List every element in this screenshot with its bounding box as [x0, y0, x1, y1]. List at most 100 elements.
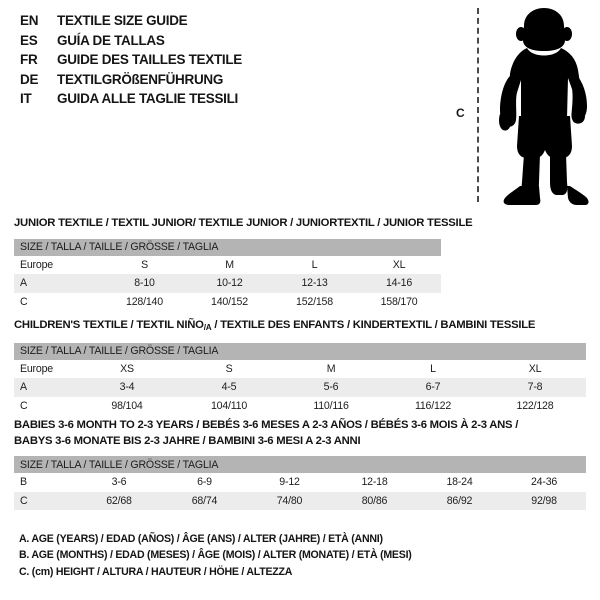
table-cell: M: [225, 258, 234, 271]
table-cell: 6-7: [425, 381, 441, 394]
table-cell: 80/86: [361, 494, 388, 507]
table-row: Europe XS S M L XL: [14, 359, 586, 378]
section-junior-title: JUNIOR TEXTILE / TEXTIL JUNIOR/ TEXTILE …: [14, 217, 473, 229]
table-row-header: SIZE / TALLA / TAILLE / GRÖSSE / TAGLIA: [14, 342, 586, 360]
table-junior-wrapper: SIZE / TALLA / TAILLE / GRÖSSE / TAGLIA …: [14, 238, 442, 311]
section-children-title-sub: /A: [203, 323, 212, 332]
language-code-it: IT: [20, 91, 32, 106]
table-cell: 86/92: [446, 494, 473, 507]
table-cell: 104/110: [210, 399, 248, 412]
table-row: C 62/68 68/74 74/80 80/86 86/92 92/98: [14, 491, 587, 510]
table-cell: XL: [528, 362, 542, 375]
language-title-en: TEXTILE SIZE GUIDE: [57, 13, 188, 28]
table-cell: 152/158: [296, 295, 333, 308]
table-row: A 3-4 4-5 5-6 6-7 7-8: [14, 378, 586, 397]
table-row: C 128/140 140/152 152/158 158/170: [14, 292, 442, 311]
table-junior: SIZE / TALLA / TAILLE / GRÖSSE / TAGLIA …: [14, 238, 442, 311]
table-cell: 140/152: [211, 295, 248, 308]
table-cell: 24-36: [530, 476, 558, 489]
legend-line-a: A. AGE (YEARS) / EDAD (AÑOS) / ÂGE (ANS)…: [19, 533, 383, 545]
table-babies: SIZE / TALLA / TAILLE / GRÖSSE / TAGLIA …: [14, 456, 587, 510]
table-cell: S: [225, 362, 233, 375]
section-babies-title-line2: BABYS 3-6 MONATE BIS 2-3 JAHRE / BAMBINI…: [14, 434, 361, 447]
section-children-title-post: / TEXTILE DES ENFANTS / KINDERTEXTIL / B…: [211, 319, 536, 331]
table-cell: 5-6: [323, 381, 339, 394]
table-cell: S: [141, 258, 148, 271]
language-title-es: GUÍA DE TALLAS: [57, 32, 165, 48]
table-cell: 12-18: [361, 476, 388, 489]
table-cell: 74/80: [276, 494, 303, 507]
language-row-de: DE TEXTILGRÖßENFÜHRUNG: [20, 72, 440, 92]
toddler-silhouette-icon: [499, 8, 589, 205]
table-cell: 18-24: [446, 476, 473, 489]
legend-block: A. AGE (YEARS) / EDAD (AÑOS) / ÂGE (ANS)…: [19, 531, 579, 580]
table-cell: 116/122: [414, 399, 452, 412]
section-junior-textile: JUNIOR TEXTILE / TEXTIL JUNIOR/ TEXTILE …: [14, 216, 586, 311]
language-row-en: EN TEXTILE SIZE GUIDE: [20, 13, 440, 33]
row-label: Europe: [20, 362, 53, 375]
table-cell: L: [430, 362, 436, 375]
table-cell: 3-4: [119, 381, 135, 394]
table-cell: 92/98: [531, 494, 557, 507]
table-cell: XL: [392, 258, 406, 271]
language-code-en: EN: [20, 13, 39, 28]
table-row: B 3-6 6-9 9-12 12-18 18-24 24-36: [14, 473, 587, 492]
table-cell: 4-5: [221, 381, 237, 394]
table-children: SIZE / TALLA / TAILLE / GRÖSSE / TAGLIA …: [14, 342, 586, 415]
table-cell: 122/128: [516, 399, 554, 412]
table-cell: 9-12: [279, 476, 300, 489]
legend-line-b: B. AGE (MONTHS) / EDAD (MESES) / ÂGE (MO…: [19, 549, 412, 562]
section-children-title: CHILDREN'S TEXTILE / TEXTIL NIÑO/A / TEX…: [14, 318, 586, 336]
table-cell: 110/116: [313, 399, 349, 412]
section-babies-title-line1: BABIES 3-6 MONTH TO 2-3 YEARS / BEBÉS 3-…: [14, 419, 519, 431]
table-cell: 12-13: [301, 277, 328, 290]
table-row: Europe S M L XL: [14, 255, 442, 274]
table-cell: 98/104: [111, 399, 143, 412]
table-cell: 3-6: [111, 476, 127, 489]
height-measure-dashed-line: [477, 8, 479, 202]
row-label: B: [20, 476, 27, 489]
table-row-header: SIZE / TALLA / TAILLE / GRÖSSE / TAGLIA: [14, 238, 442, 256]
size-header-cell: SIZE / TALLA / TAILLE / GRÖSSE / TAGLIA: [14, 238, 442, 256]
table-cell: 62/68: [106, 494, 132, 507]
language-title-block: EN TEXTILE SIZE GUIDE ES GUÍA DE TALLAS …: [20, 13, 440, 111]
height-marker-label-c: C: [456, 106, 465, 120]
language-code-es: ES: [20, 32, 38, 48]
size-header-cell: SIZE / TALLA / TAILLE / GRÖSSE / TAGLIA: [14, 456, 587, 473]
section-children-textile: CHILDREN'S TEXTILE / TEXTIL NIÑO/A / TEX…: [14, 318, 586, 415]
table-cell: 128/140: [126, 295, 163, 308]
row-label: C: [20, 295, 28, 308]
row-label: C: [20, 494, 28, 507]
language-row-it: IT GUIDA ALLE TAGLIE TESSILI: [20, 91, 440, 111]
table-row: A 8-10 10-12 12-13 14-16: [14, 274, 442, 293]
section-children-title-pre: CHILDREN'S TEXTILE / TEXTIL NIÑO: [14, 319, 204, 331]
table-cell: 10-12: [216, 277, 243, 290]
table-cell: 68/74: [191, 494, 218, 507]
table-cell: 158/170: [380, 295, 418, 308]
language-row-fr: FR GUIDE DES TAILLES TEXTILE: [20, 52, 440, 72]
height-illustration: C: [440, 0, 600, 212]
row-label: A: [20, 381, 27, 394]
language-code-de: DE: [20, 71, 39, 87]
table-cell: 7-8: [527, 381, 543, 394]
table-row: C 98/104 104/110 110/116 116/122 122/128: [14, 396, 586, 415]
table-cell: 14-16: [385, 277, 413, 290]
language-title-it: GUIDA ALLE TAGLIE TESSILI: [57, 91, 238, 106]
language-title-de: TEXTILGRÖßENFÜHRUNG: [57, 71, 224, 87]
row-label: C: [20, 399, 28, 412]
language-code-fr: FR: [20, 52, 38, 67]
section-babies-textile: BABIES 3-6 MONTH TO 2-3 YEARS / BEBÉS 3-…: [14, 418, 587, 510]
legend-line-c: C. (cm) HEIGHT / ALTURA / HAUTEUR / HÖHE…: [19, 565, 293, 578]
table-cell: XS: [120, 362, 134, 375]
size-header-cell: SIZE / TALLA / TAILLE / GRÖSSE / TAGLIA: [14, 342, 586, 360]
language-row-es: ES GUÍA DE TALLAS: [20, 33, 440, 53]
table-row-header: SIZE / TALLA / TAILLE / GRÖSSE / TAGLIA: [14, 456, 587, 473]
row-label: Europe: [20, 258, 53, 271]
language-title-fr: GUIDE DES TAILLES TEXTILE: [57, 52, 243, 67]
section-babies-title: BABIES 3-6 MONTH TO 2-3 YEARS / BEBÉS 3-…: [14, 418, 586, 449]
table-cell: 6-9: [197, 476, 212, 489]
table-cell: 8-10: [134, 277, 155, 290]
row-label: A: [20, 277, 27, 290]
table-cell: M: [326, 362, 336, 375]
table-cell: L: [311, 258, 318, 271]
